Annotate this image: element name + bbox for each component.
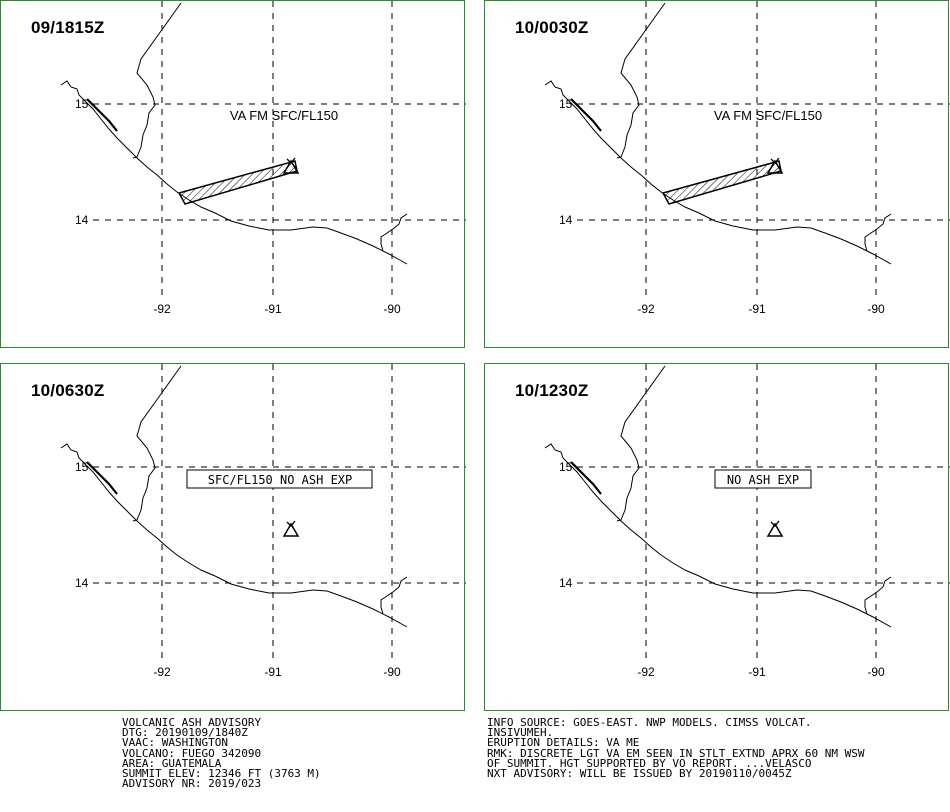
- ash-label: VA FM SFC/FL150: [714, 108, 822, 123]
- ash-cloud-area: [661, 160, 782, 205]
- longitude-label: -91: [748, 302, 766, 316]
- ash-label: NO ASH EXP: [727, 473, 799, 487]
- longitude-label: -90: [383, 665, 401, 679]
- latitude-label: 15: [559, 97, 573, 111]
- country-border: [864, 213, 892, 252]
- latitude-label: 14: [559, 213, 573, 227]
- longitude-label: -92: [637, 302, 655, 316]
- longitude-label: -91: [264, 665, 282, 679]
- longitude-label: -91: [264, 302, 282, 316]
- ash-cloud-area: [177, 160, 298, 205]
- advisory-details-line: OF SUMMIT. HGT SUPPORTED BY VO REPORT. .…: [487, 756, 812, 770]
- volcano-icon: [766, 522, 784, 537]
- no-ash-label-box: [714, 469, 812, 489]
- panel-time: 10/1230Z: [515, 381, 589, 400]
- latitude-label: 15: [75, 460, 89, 474]
- advisory-header-line: VOLCANIC ASH ADVISORY: [122, 716, 262, 729]
- latitude-label: 14: [559, 576, 573, 590]
- advisory-details-line: NXT ADVISORY: WILL BE ISSUED BY 20190110…: [487, 766, 792, 780]
- coastline-thick-segment: [570, 98, 602, 132]
- longitude-label: -90: [867, 302, 885, 316]
- volcano-plume-icon: [770, 520, 780, 527]
- advisory-details: INFO SOURCE: GOES-EAST. NWP MODELS. CIMS…: [487, 716, 865, 780]
- advisory-header-line: ADVISORY NR: 2019/023: [122, 777, 262, 791]
- coastline-thick-segment: [86, 461, 118, 495]
- longitude-label: -91: [748, 665, 766, 679]
- longitude-label: -90: [867, 665, 885, 679]
- map-canvas: 15 14 -92 -91 -90 SFC/FL150 NO ASH EXP: [60, 364, 466, 679]
- panel-time: 10/0630Z: [31, 381, 105, 400]
- country-border: [132, 2, 182, 159]
- country-border: [132, 365, 182, 522]
- map-canvas: 15 14 -92 -91 -90 NO ASH EXP: [544, 364, 950, 679]
- map-panel-1: 15 14 -92 -91 -90 VA FM SFC/FL150 09/1815Z: [0, 0, 466, 348]
- advisory-header-line: AREA: GUATEMALA: [122, 756, 222, 770]
- coastline-thick-segment: [86, 98, 118, 132]
- country-border: [380, 213, 408, 252]
- advisory-details-line: RMK: DISCRETE LGT VA EM SEEN IN STLT EXT…: [487, 746, 865, 760]
- panel-time: 09/1815Z: [31, 18, 105, 37]
- country-border: [616, 2, 666, 159]
- map-panel-4: 15 14 -92 -91 -90 NO ASH EXP 10/1230Z: [484, 363, 950, 711]
- country-border: [864, 576, 892, 615]
- volcano-plume-icon: [286, 520, 296, 527]
- advisory-header-line: SUMMIT ELEV: 12346 FT (3763 M): [122, 766, 321, 780]
- country-border: [380, 576, 408, 615]
- country-border: [616, 365, 666, 522]
- map-canvas: 15 14 -92 -91 -90 VA FM SFC/FL150: [60, 1, 466, 316]
- map-canvas: 15 14 -92 -91 -90 VA FM SFC/FL150: [544, 1, 950, 316]
- advisory-details-line: INFO SOURCE: GOES-EAST. NWP MODELS. CIMS…: [487, 716, 812, 729]
- longitude-label: -92: [153, 302, 171, 316]
- coastline: [60, 80, 408, 265]
- longitude-label: -90: [383, 302, 401, 316]
- coastline-thick-segment: [570, 461, 602, 495]
- latitude-label: 14: [75, 213, 89, 227]
- advisory-details-line: ERUPTION DETAILS: VA ME: [487, 736, 640, 750]
- coastline: [60, 443, 408, 628]
- latitude-label: 15: [559, 460, 573, 474]
- map-panel-2: 15 14 -92 -91 -90 VA FM SFC/FL150 10/0030Z: [484, 0, 950, 348]
- ash-label: VA FM SFC/FL150: [230, 108, 338, 123]
- panel-time: 10/0030Z: [515, 18, 589, 37]
- longitude-label: -92: [153, 665, 171, 679]
- longitude-label: -92: [637, 665, 655, 679]
- volcano-icon: [282, 522, 300, 537]
- advisory-details-line: INSIVUMEH.: [487, 726, 554, 740]
- advisory-header-line: VOLCANO: FUEGO 342090: [122, 746, 262, 760]
- latitude-label: 15: [75, 97, 89, 111]
- map-panel-3: 15 14 -92 -91 -90 SFC/FL150 NO ASH EXP 10/06…: [0, 363, 466, 711]
- advisory-header: VOLCANIC ASH ADVISORY DTG: 20190109/1840Z…: [122, 716, 321, 791]
- no-ash-label-box: [186, 469, 373, 489]
- coastline: [544, 80, 892, 265]
- advisory-header-line: DTG: 20190109/1840Z: [122, 726, 248, 740]
- coastline: [544, 443, 892, 628]
- latitude-label: 14: [75, 576, 89, 590]
- ash-label: SFC/FL150 NO ASH EXP: [208, 473, 353, 487]
- advisory-header-line: VAAC: WASHINGTON: [122, 736, 228, 750]
